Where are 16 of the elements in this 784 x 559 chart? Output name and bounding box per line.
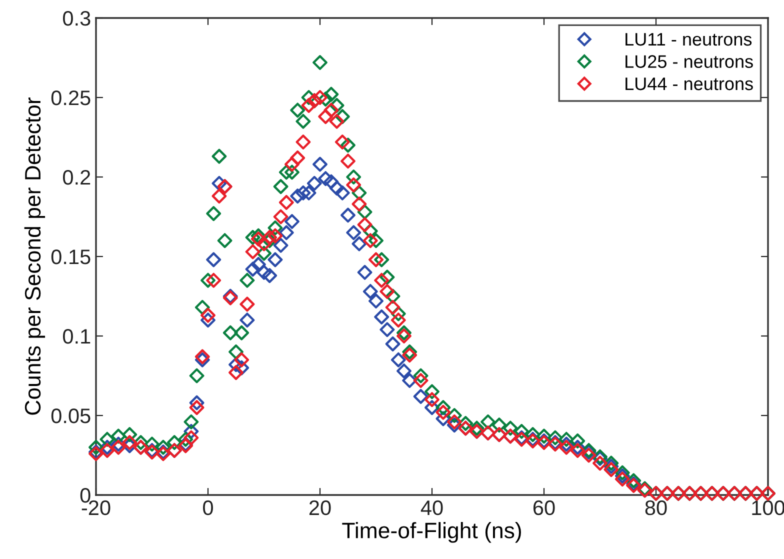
x-tick-label: 60 — [533, 500, 555, 516]
y-tick-label: 0.3 — [62, 11, 90, 26]
x-tick-label: 80 — [645, 500, 667, 516]
legend-label: LU44 - neutrons — [626, 78, 753, 90]
legend-label: LU25 - neutrons — [626, 55, 753, 68]
y-tick-label: 0.2 — [62, 170, 90, 185]
y-axis-title: Counts per Second per Detector — [24, 98, 46, 415]
y-tick-label: 0.25 — [51, 90, 90, 106]
x-axis-title: Time-of-Flight (ns) — [342, 522, 521, 543]
x-tick-label: 0 — [203, 500, 213, 516]
y-tick-label: 0.15 — [51, 250, 90, 264]
x-tick-label: 20 — [309, 500, 331, 516]
y-tick-label: 0.1 — [62, 329, 90, 344]
y-tick-label: 0.05 — [51, 408, 90, 424]
legend-label: LU11 - neutrons — [626, 33, 752, 46]
x-tick-label: 40 — [420, 500, 443, 516]
